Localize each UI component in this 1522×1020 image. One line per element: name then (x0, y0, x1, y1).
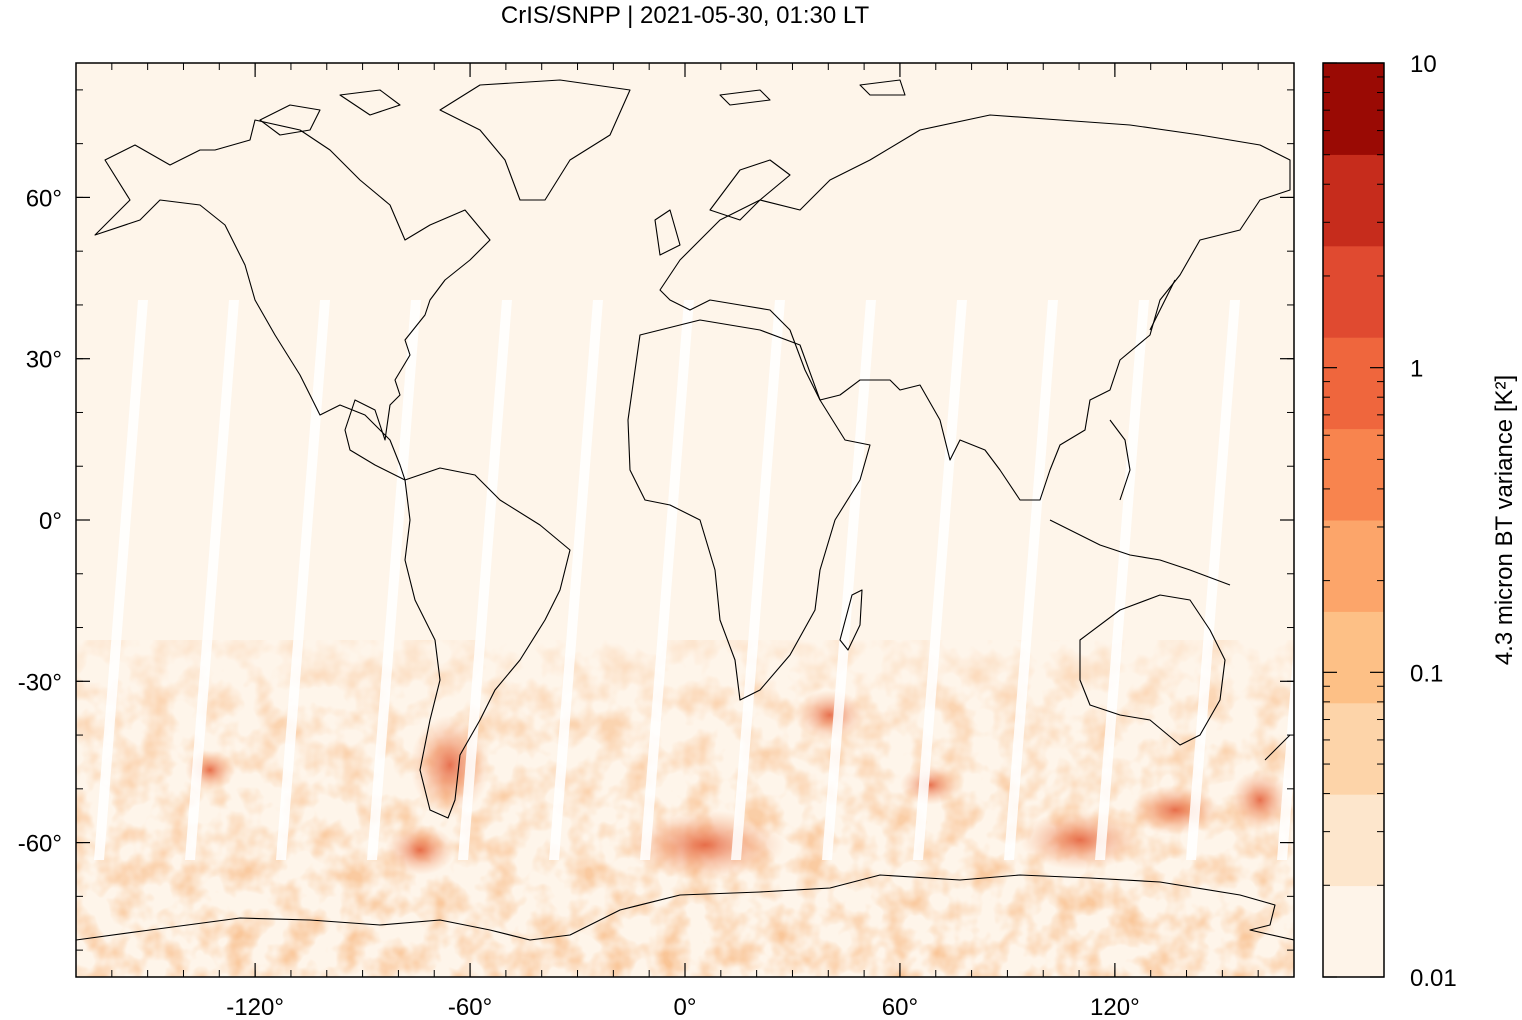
orbit-gaps (94, 300, 1294, 860)
orbit-gap (822, 300, 876, 860)
orbit-gap (1277, 643, 1294, 860)
colorbar-band (1323, 154, 1384, 247)
colorbar-band (1323, 702, 1384, 795)
y-tick-label: 60° (26, 185, 62, 212)
colorbar-band (1323, 520, 1384, 612)
colorbar-tick-label: 10 (1410, 51, 1437, 78)
map-title: CrIS/SNPP | 2021-05-30, 01:30 LT (500, 2, 870, 29)
orbit-gap (731, 300, 785, 860)
coastlines (76, 79, 1294, 941)
map-plot (76, 63, 1294, 977)
x-tick-label: 120° (1090, 994, 1140, 1020)
colorbar-band (1323, 245, 1384, 338)
orbit-gap (1004, 300, 1058, 860)
colorbar-band (1323, 337, 1384, 430)
x-tick-label: -120° (226, 994, 284, 1020)
x-tick-label: 0° (674, 994, 697, 1020)
colorbar-frame (1322, 62, 1385, 978)
colorbar-band (1323, 428, 1384, 521)
x-tick-label: 60° (882, 994, 918, 1020)
orbit-gap (367, 300, 421, 860)
colorbar-ticks: 10 1 0.1 0.01 (1323, 51, 1457, 992)
y-tick-label: 30° (26, 347, 62, 374)
orbit-gap (276, 300, 330, 860)
colorbar-bands (1323, 63, 1384, 978)
map-ticks: -120° -60° 0° 60° 120° 60° 30° 0° -30° -60° (18, 63, 1294, 1020)
orbit-gap (94, 300, 148, 860)
orbit-gap (640, 300, 694, 860)
colorbar-band (1323, 611, 1384, 704)
colorbar: 10 1 0.1 0.01 4.3 micron BT variance [K²] (1322, 51, 1518, 992)
x-tick-label: -60° (448, 994, 492, 1020)
colorbar-tick-label: 0.01 (1410, 965, 1457, 992)
y-tick-label: -60° (18, 831, 62, 858)
colorbar-tick-label: 0.1 (1410, 660, 1443, 687)
orbit-gap (549, 300, 603, 860)
orbit-gap (1095, 300, 1149, 860)
orbit-gap (913, 300, 967, 860)
colorbar-band (1323, 885, 1384, 978)
orbit-gap (185, 300, 239, 860)
y-tick-label: 0° (39, 508, 62, 535)
colorbar-band (1323, 63, 1384, 155)
y-tick-label: -30° (18, 669, 62, 696)
orbit-gap (1186, 300, 1240, 860)
colorbar-band (1323, 794, 1384, 887)
colorbar-tick-label: 1 (1410, 356, 1423, 383)
orbit-gap (458, 300, 512, 860)
colorbar-label: 4.3 micron BT variance [K²] (1491, 375, 1518, 665)
